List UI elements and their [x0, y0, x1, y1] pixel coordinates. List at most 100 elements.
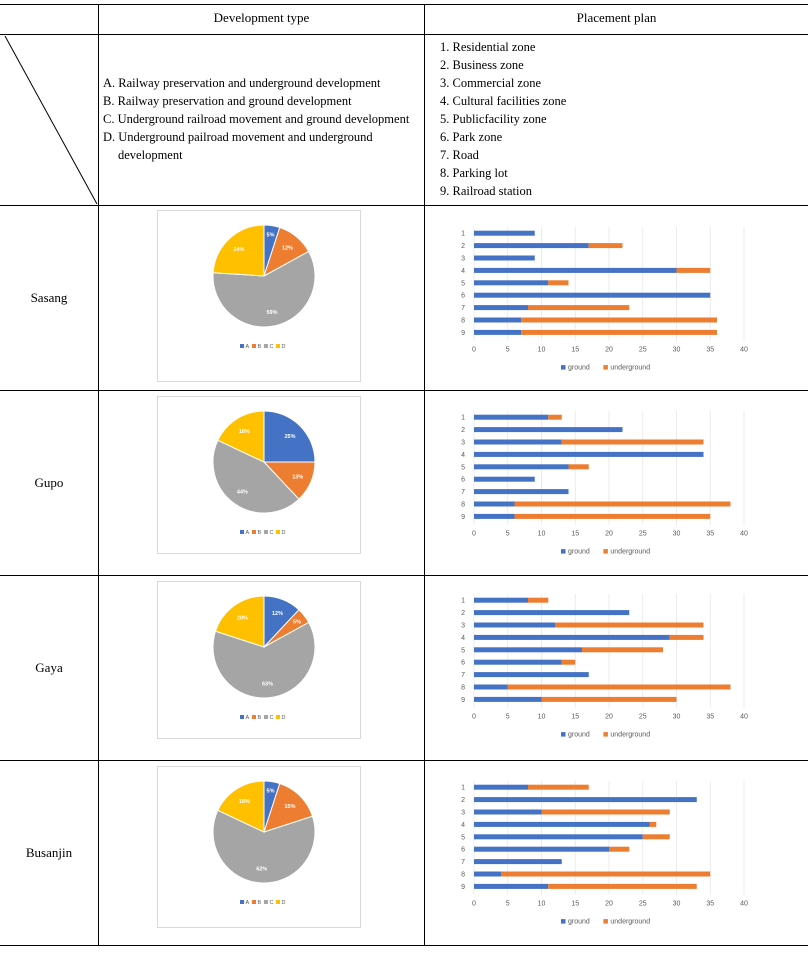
- legend-swatch-d: [276, 344, 280, 348]
- bar-underground: [568, 464, 589, 470]
- bar-ground: [474, 846, 609, 852]
- x-tick-label: 30: [673, 901, 681, 908]
- bar-ground: [474, 329, 522, 335]
- header-development-type: Development type: [213, 10, 310, 25]
- y-tick-label: 1: [461, 598, 465, 605]
- legend-label-b: B: [258, 530, 262, 536]
- region-label-gaya: Gaya: [35, 660, 63, 675]
- bar-ground: [474, 622, 555, 628]
- bar-underground: [582, 647, 663, 653]
- placement-plan-list: 1. Residential zone 2. Business zone 3. …: [440, 38, 566, 200]
- y-tick-label: 5: [461, 280, 465, 287]
- legend-label-underground: underground: [610, 732, 650, 739]
- legend-label-ground: ground: [568, 732, 590, 739]
- development-type-list: A. Railway preservation and underground …: [103, 74, 409, 164]
- bar-ground: [474, 883, 549, 889]
- y-tick-label: 9: [461, 514, 465, 521]
- x-tick-label: 35: [706, 531, 714, 538]
- pie-data-label: 12%: [272, 611, 283, 617]
- bar-underground: [676, 267, 711, 273]
- bar-underground: [548, 883, 697, 889]
- y-tick-label: 6: [461, 847, 465, 854]
- legend-swatch-d: [276, 530, 280, 534]
- dev-type-c: C. Underground railroad movement and gro…: [103, 112, 410, 126]
- legend-swatch-ground: [561, 549, 566, 554]
- pie-data-label: 5%: [267, 789, 275, 795]
- bar-underground: [541, 696, 677, 702]
- legend-label-c: C: [270, 530, 274, 536]
- x-tick-label: 40: [740, 531, 748, 538]
- region-label-gupo: Gupo: [34, 475, 64, 490]
- x-tick-label: 0: [472, 347, 476, 354]
- plan-item-3: 3. Commercial zone: [440, 76, 542, 90]
- bar-ground: [474, 696, 542, 702]
- y-tick-label: 2: [461, 797, 465, 804]
- y-tick-label: 1: [461, 415, 465, 422]
- legend-label-a: A: [246, 344, 250, 350]
- legend-swatch-c: [264, 715, 268, 719]
- bar-ground: [474, 659, 562, 665]
- legend-label-ground: ground: [568, 365, 590, 372]
- pie-slice-d: [217, 780, 265, 833]
- legend-label-b: B: [258, 715, 262, 721]
- legend-swatch-b: [252, 900, 256, 904]
- legend-label-c: C: [270, 900, 274, 906]
- bar-ground: [474, 464, 569, 470]
- y-tick-label: 7: [461, 859, 465, 866]
- bar-chart-gupo: 0 5 10 15 20 25 30 35 40 1 2 3 4 5 6 7 8 9 ground undergrou…: [461, 411, 748, 556]
- bar-underground: [555, 622, 704, 628]
- x-tick-label: 20: [605, 531, 613, 538]
- x-tick-label: 15: [571, 347, 579, 354]
- bar-ground: [474, 513, 515, 519]
- pie-slice-c: [212, 809, 316, 884]
- legend-swatch-d: [276, 900, 280, 904]
- bar-ground: [474, 834, 643, 840]
- bar-ground: [474, 821, 650, 827]
- x-tick-label: 10: [538, 901, 546, 908]
- pie-data-label: 13%: [292, 475, 303, 481]
- y-tick-label: 8: [461, 872, 465, 879]
- x-tick-label: 0: [472, 714, 476, 721]
- legend-label-c: C: [270, 344, 274, 350]
- bar-ground: [474, 280, 549, 286]
- pie-slice-d: [214, 595, 265, 648]
- legend-swatch-c: [264, 344, 268, 348]
- bar-underground: [548, 280, 569, 286]
- legend-label-d: D: [282, 715, 286, 721]
- legend-swatch-b: [252, 344, 256, 348]
- legend-label-underground: underground: [610, 549, 650, 556]
- legend-swatch-ground: [561, 365, 566, 370]
- legend-swatch-b: [252, 530, 256, 534]
- y-tick-label: 3: [461, 623, 465, 630]
- legend-swatch-underground: [603, 365, 608, 370]
- pie-slice-d: [212, 224, 265, 277]
- plan-item-8: 8. Parking lot: [440, 166, 508, 180]
- pie-slice-c: [212, 621, 316, 699]
- x-tick-label: 35: [706, 347, 714, 354]
- y-tick-label: 4: [461, 452, 465, 459]
- pie-data-label: 62%: [256, 867, 267, 873]
- bar-underground: [501, 871, 711, 877]
- dev-type-a: A. Railway preservation and underground …: [103, 76, 381, 90]
- dev-type-d-continued: development: [118, 148, 183, 162]
- x-tick-label: 40: [740, 901, 748, 908]
- legend-label-d: D: [282, 344, 286, 350]
- bar-ground: [474, 489, 569, 495]
- bar-ground: [474, 859, 562, 865]
- y-tick-label: 6: [461, 293, 465, 300]
- legend-swatch-b: [252, 715, 256, 719]
- bar-ground: [474, 610, 630, 616]
- bar-chart-busanjin: 0 5 10 15 20 25 30 35 40 1 2 3 4 5 6 7 8 9 ground undergrou…: [461, 781, 748, 926]
- x-tick-label: 5: [506, 531, 510, 538]
- pie-data-label: 59%: [266, 310, 277, 316]
- y-tick-label: 4: [461, 822, 465, 829]
- bar-ground: [474, 634, 670, 640]
- bar-ground: [474, 317, 522, 323]
- y-tick-label: 6: [461, 660, 465, 667]
- y-tick-label: 5: [461, 464, 465, 471]
- pie-slice-c: [212, 250, 316, 328]
- plan-item-1: 1. Residential zone: [440, 40, 536, 54]
- legend-swatch-underground: [603, 549, 608, 554]
- legend-swatch-d: [276, 715, 280, 719]
